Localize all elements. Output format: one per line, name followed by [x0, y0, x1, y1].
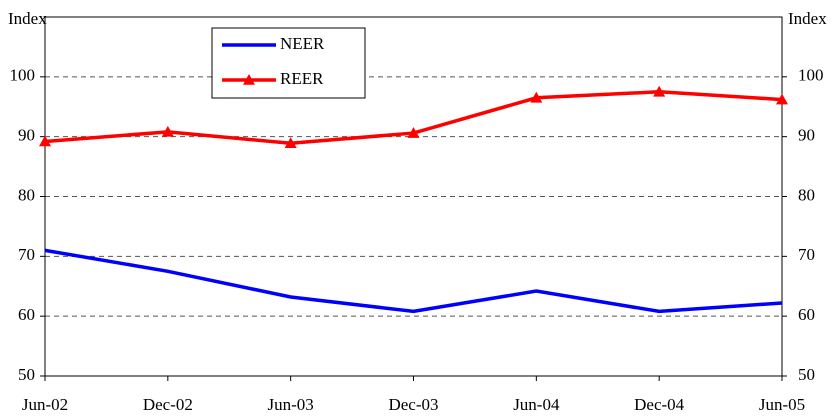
y2-axis-label: Index — [788, 9, 827, 28]
x-tick-label: Dec-02 — [143, 395, 193, 414]
marker — [39, 135, 51, 147]
x-tick-label: Jun-02 — [22, 395, 68, 414]
marker — [530, 91, 543, 103]
y2-tick-label: 70 — [798, 245, 815, 264]
series-line — [44, 248, 783, 314]
x-tick-label: Dec-04 — [634, 395, 685, 414]
marker — [407, 127, 420, 138]
y2-tick-label: 90 — [798, 126, 815, 145]
y2-tick-label: 80 — [798, 185, 815, 204]
y-tick-label: 60 — [18, 305, 35, 324]
x-tick-label: Dec-03 — [388, 395, 438, 414]
y-tick-label: 100 — [10, 66, 36, 85]
y2-tick-label: 60 — [798, 305, 815, 324]
legend-label: REER — [280, 69, 324, 88]
x-tick-label: Jun-05 — [759, 395, 805, 414]
x-tick-label: Jun-04 — [513, 395, 560, 414]
y-tick-label: 90 — [18, 126, 35, 145]
y-tick-label: 70 — [18, 245, 35, 264]
legend-box — [211, 27, 366, 99]
x-tick-label: Jun-03 — [268, 395, 314, 414]
legend-label: NEER — [280, 34, 325, 53]
marker — [161, 125, 174, 137]
legend-marker — [243, 74, 255, 85]
y-tick-label: 50 — [18, 365, 35, 384]
marker — [284, 137, 297, 149]
y2-tick-label: 100 — [798, 66, 824, 85]
marker — [776, 93, 788, 105]
y-axis-label: Index — [8, 9, 47, 28]
marker — [653, 85, 666, 97]
y-tick-label: 80 — [18, 185, 35, 204]
y2-tick-label: 50 — [798, 365, 815, 384]
